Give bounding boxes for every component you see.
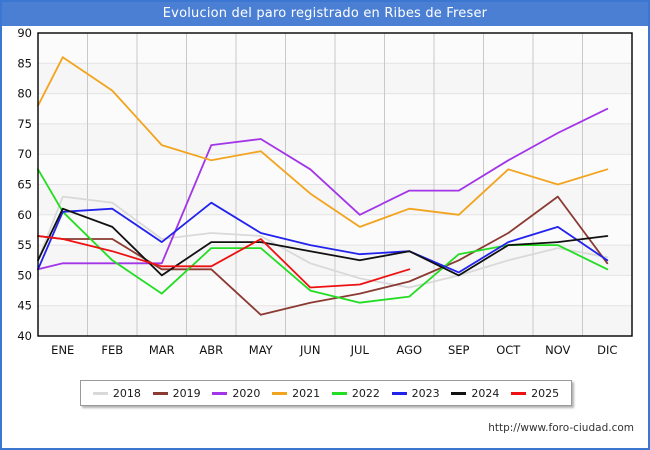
series-line-2018 xyxy=(37,195,609,289)
x-tick-label: JUL xyxy=(350,343,370,357)
x-tick-label: JUN xyxy=(299,343,320,357)
legend-swatch-icon xyxy=(451,391,467,395)
y-tick-label: 60 xyxy=(17,208,32,222)
legend-item-2023[interactable]: 2023 xyxy=(391,386,440,400)
y-axis-tick-labels: 40 45 50 55 60 65 70 75 80 85 90 xyxy=(17,26,32,343)
legend-swatch-icon xyxy=(212,391,228,395)
legend-swatch-icon xyxy=(92,391,108,395)
series-line-2019 xyxy=(37,195,609,316)
x-tick-label: MAR xyxy=(149,343,175,357)
legend-item-2019[interactable]: 2019 xyxy=(152,386,201,400)
legend-item-2020[interactable]: 2020 xyxy=(212,387,260,400)
x-tick-label: ENE xyxy=(51,343,74,357)
series-line-2021 xyxy=(37,56,609,228)
y-tick-label: 90 xyxy=(17,26,32,40)
plot-frame xyxy=(37,32,633,337)
x-tick-label: DIC xyxy=(597,343,617,357)
legend-item-label: 2021 xyxy=(292,386,321,400)
x-tick-label: MAY xyxy=(249,343,274,357)
y-tick-label: 65 xyxy=(17,178,32,192)
legend-swatch-icon xyxy=(331,391,347,395)
series-line-2025 xyxy=(37,235,411,289)
y-tick-label: 40 xyxy=(17,329,32,343)
legend-item-label: 2020 xyxy=(232,386,261,400)
y-tick-label: 45 xyxy=(17,299,32,313)
y-tick-label: 85 xyxy=(17,56,32,70)
source-url: http://www.foro-ciudad.com xyxy=(488,422,634,434)
x-tick-label: ABR xyxy=(199,343,223,357)
chart-legend: 2018 2019 2020 2021 2022 2023 2024 2025 xyxy=(80,380,572,406)
legend-swatch-icon xyxy=(272,391,288,395)
x-tick-label: FEB xyxy=(101,343,123,357)
legend-item-label: 2024 xyxy=(471,386,500,400)
legend-swatch-icon xyxy=(391,391,407,395)
y-tick-label: 70 xyxy=(17,147,32,161)
x-tick-label: NOV xyxy=(545,343,570,357)
legend-item-2018[interactable]: 2018 xyxy=(92,386,141,400)
series-line-2020 xyxy=(37,107,609,271)
legend-swatch-icon xyxy=(152,391,168,395)
y-tick-label: 55 xyxy=(17,238,32,252)
x-axis-tick-labels: ENE FEB MAR ABR MAY JUN JUL AGO SEP OCT NOV DIC xyxy=(51,343,617,357)
x-tick-label: SEP xyxy=(448,343,470,357)
chart-plot-area: 40 45 50 55 60 65 70 75 80 85 90 ENE FEB MAR ABR MAY JU… xyxy=(2,26,648,372)
x-tick-label: AGO xyxy=(396,343,422,357)
series-line-2024 xyxy=(37,207,609,277)
series-line-2023 xyxy=(37,201,609,274)
line-chart-svg: 40 45 50 55 60 65 70 75 80 85 90 ENE FEB MAR ABR MAY JU… xyxy=(17,26,633,357)
legend-item-label: 2023 xyxy=(411,386,440,400)
legend-item-label: 2018 xyxy=(112,386,141,400)
legend-item-label: 2025 xyxy=(531,386,560,400)
window-title: Evolucion del paro registrado en Ribes d… xyxy=(2,2,648,26)
y-tick-label: 80 xyxy=(17,87,32,101)
legend-item-2024[interactable]: 2024 xyxy=(451,387,499,400)
legend-item-2022[interactable]: 2022 xyxy=(331,386,380,400)
y-tick-label: 75 xyxy=(17,117,32,131)
legend-swatch-icon xyxy=(511,391,527,395)
legend-item-2021[interactable]: 2021 xyxy=(272,387,320,400)
legend-item-2025[interactable]: 2025 xyxy=(511,387,559,400)
legend-item-label: 2019 xyxy=(172,386,201,400)
y-tick-label: 50 xyxy=(17,268,32,282)
legend-item-label: 2022 xyxy=(351,386,380,400)
data-series-lines xyxy=(37,56,609,316)
x-tick-label: OCT xyxy=(496,343,521,357)
